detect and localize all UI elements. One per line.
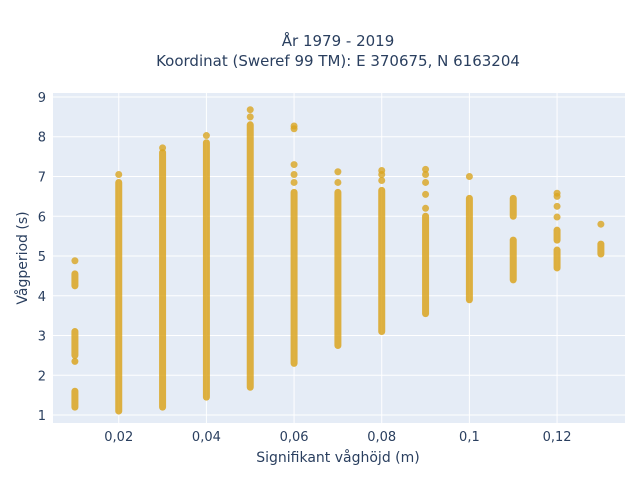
data-point (553, 213, 561, 221)
data-point-cluster (246, 121, 254, 391)
chart-subtitle: Koordinat (Sweref 99 TM): E 370675, N 61… (156, 52, 520, 70)
data-point-cluster (71, 357, 79, 365)
data-point (71, 257, 79, 265)
data-point (378, 176, 386, 184)
data-point (290, 161, 298, 169)
data-point-cluster (71, 387, 79, 411)
data-point (246, 113, 254, 121)
y-tick-label: 2 (38, 369, 46, 384)
chart-title: År 1979 - 2019 (282, 31, 395, 50)
y-tick-label: 6 (38, 210, 46, 225)
x-tick-label: 0,06 (280, 430, 309, 445)
data-point (334, 168, 342, 176)
data-point-cluster (334, 188, 342, 349)
data-point (422, 190, 430, 198)
data-point-cluster (553, 226, 561, 244)
data-point-cluster (159, 149, 167, 411)
data-point-cluster (465, 194, 473, 304)
x-tick-label: 0,02 (104, 430, 133, 445)
data-points (71, 106, 605, 415)
x-axis-label: Signifikant våghöjd (m) (256, 449, 419, 466)
data-point (246, 106, 254, 114)
data-point-cluster (597, 240, 605, 258)
data-point-cluster (115, 178, 123, 415)
y-tick-label: 1 (38, 409, 46, 424)
y-tick-label: 8 (38, 131, 46, 146)
data-point (334, 178, 342, 186)
y-tick-label: 7 (38, 170, 46, 185)
data-point (290, 122, 298, 130)
data-point-cluster (290, 188, 298, 367)
y-tick-label: 9 (38, 91, 46, 106)
data-point-cluster (553, 246, 561, 272)
data-point-cluster (71, 270, 79, 290)
data-point (378, 167, 386, 175)
data-point (465, 172, 473, 180)
x-tick-label: 0,1 (459, 430, 480, 445)
data-point-cluster (422, 212, 430, 318)
y-tick-label: 3 (38, 330, 46, 345)
x-tick-label: 0,08 (367, 430, 396, 445)
x-tick-label: 0,12 (543, 430, 572, 445)
data-point (422, 171, 430, 179)
data-point-cluster (378, 186, 386, 336)
data-point-cluster (202, 139, 210, 401)
data-point (115, 171, 123, 179)
data-point-cluster (509, 236, 517, 284)
data-point (553, 202, 561, 210)
y-tick-label: 5 (38, 250, 46, 265)
y-axis-label: Vågperiod (s) (14, 211, 31, 304)
data-point (597, 220, 605, 228)
data-point (422, 178, 430, 186)
data-point (159, 144, 167, 152)
data-point (422, 165, 430, 173)
y-tick-label: 4 (38, 290, 46, 305)
data-point (290, 171, 298, 179)
tick-labels: 1 2 3 4 5 6 7 8 9 0,02 0,04 0,06 0,08 0,1 0,12 (38, 91, 572, 445)
data-point (202, 132, 210, 140)
x-tick-label: 0,04 (192, 430, 221, 445)
data-point (553, 189, 561, 197)
data-point (422, 204, 430, 212)
data-point (290, 178, 298, 186)
data-point-cluster (509, 194, 517, 220)
data-point-cluster (71, 328, 79, 359)
